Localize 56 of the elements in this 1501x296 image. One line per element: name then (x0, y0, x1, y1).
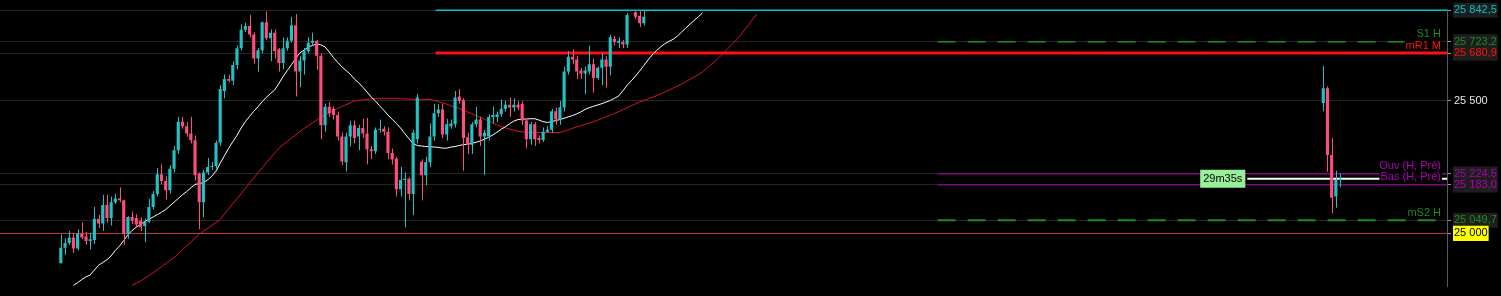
candlestick (533, 121, 537, 147)
candlestick (419, 158, 424, 201)
candlestick (289, 16, 294, 44)
candlestick (109, 196, 113, 226)
candlestick (155, 167, 159, 197)
candlestick (281, 36, 285, 70)
candlestick (302, 47, 306, 75)
ref-line-label: S1 H (1416, 27, 1442, 40)
candlestick (164, 175, 168, 201)
y-tick-label: 25 500 (1454, 94, 1488, 107)
candlestick (373, 126, 377, 155)
candlestick (159, 163, 164, 185)
candlestick (365, 117, 369, 165)
ref-line-label: 29m35s (1203, 171, 1243, 184)
candlestick (432, 103, 436, 142)
candlestick (378, 119, 382, 134)
candlestick (407, 176, 411, 201)
candlestick (1334, 170, 1338, 209)
ref-line-label: mS2 H (1407, 205, 1442, 218)
y-tick-label: 25 000 (1454, 226, 1488, 239)
candlestick (445, 118, 449, 142)
candlestick (298, 55, 302, 88)
candlestick (92, 206, 96, 245)
candlestick (587, 45, 591, 75)
candlestick (470, 121, 474, 155)
candlestick (566, 50, 570, 75)
candlestick (256, 47, 260, 73)
candlestick (105, 194, 109, 224)
y-tick-label: 25 723,2 (1454, 34, 1497, 47)
y-tick-label: 25 842,5 (1454, 3, 1497, 16)
candlestick (59, 234, 63, 264)
y-tick-label: 25 680,9 (1454, 46, 1497, 59)
candlestick (151, 190, 155, 211)
ref-line-label: Ouv (H, Pré) (1379, 159, 1441, 172)
candlestick (508, 97, 512, 118)
candlestick (273, 28, 277, 60)
y-tick-label: 25 049,7 (1454, 213, 1497, 226)
candlestick (398, 166, 403, 198)
candlestick (478, 116, 482, 147)
candlestick (348, 120, 352, 148)
candlestick (126, 215, 130, 240)
y-tick-label: 25 224,5 (1454, 166, 1497, 179)
candlestick (604, 55, 608, 89)
candlestick (591, 58, 596, 94)
ref-line-label: Bas (H, Pré) (1380, 170, 1441, 183)
candlestick (239, 23, 243, 52)
candlestick (323, 103, 327, 133)
candlestick (1321, 65, 1325, 112)
candlestick (76, 228, 80, 251)
y-tick-label: 25 183,0 (1454, 177, 1497, 190)
candlestick (528, 121, 533, 146)
ref-line-label: mR1 M (1405, 38, 1441, 51)
candlestick (264, 10, 268, 41)
candlestick (487, 113, 491, 142)
candlestick (352, 120, 356, 144)
candlestick (524, 119, 528, 149)
